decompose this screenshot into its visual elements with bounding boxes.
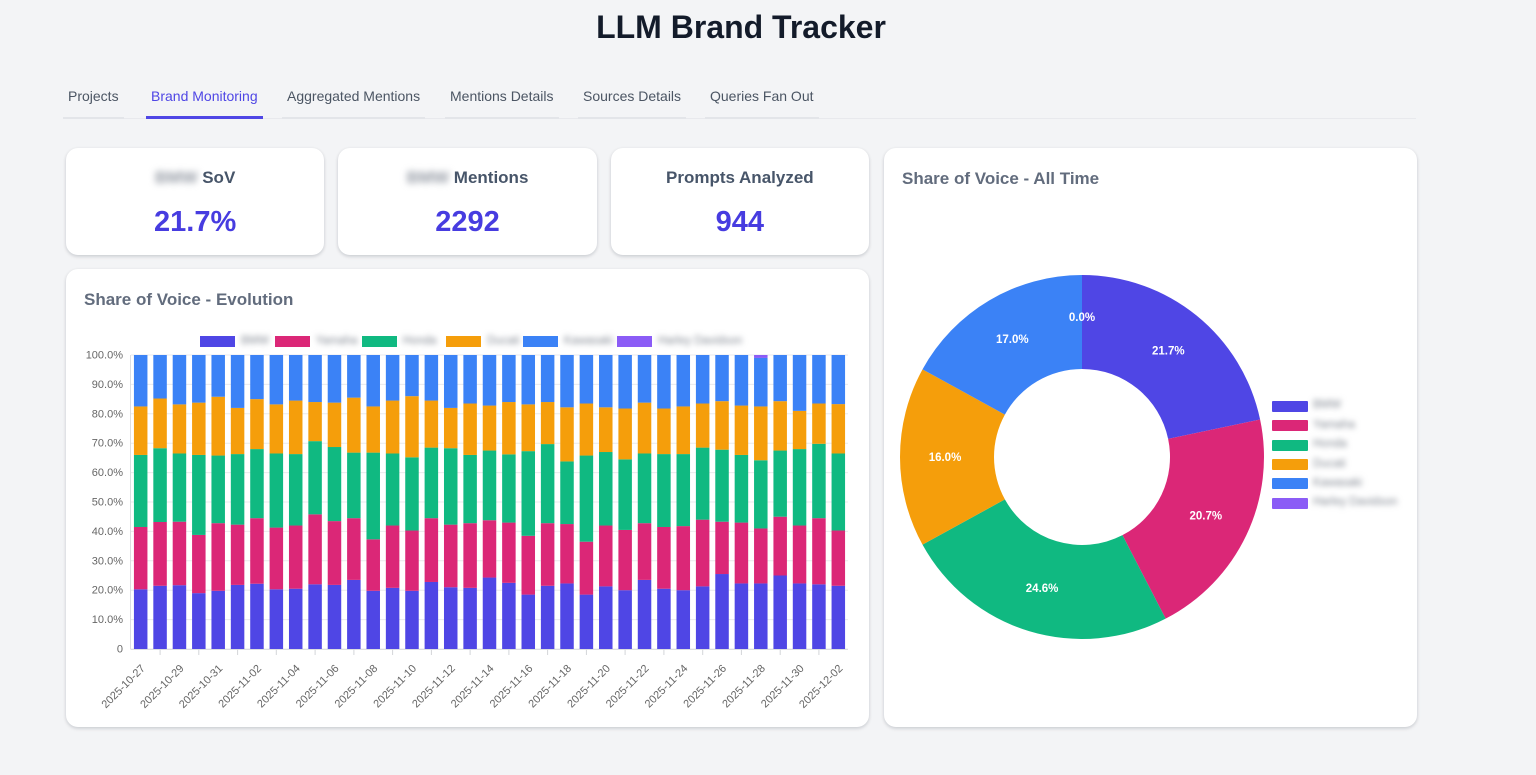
svg-text:100.0%: 100.0% — [86, 350, 124, 362]
svg-text:60.0%: 60.0% — [92, 467, 123, 479]
svg-text:16.0%: 16.0% — [929, 452, 962, 464]
svg-text:0: 0 — [117, 644, 123, 656]
svg-text:0.0%: 0.0% — [1069, 312, 1095, 324]
svg-text:80.0%: 80.0% — [92, 408, 123, 420]
svg-text:30.0%: 30.0% — [92, 555, 123, 567]
svg-text:17.0%: 17.0% — [996, 334, 1029, 346]
svg-text:50.0%: 50.0% — [92, 497, 123, 509]
svg-text:10.0%: 10.0% — [92, 614, 123, 626]
svg-text:70.0%: 70.0% — [92, 438, 123, 450]
svg-text:21.7%: 21.7% — [1152, 346, 1185, 358]
svg-text:24.6%: 24.6% — [1026, 583, 1059, 595]
svg-text:20.0%: 20.0% — [92, 585, 123, 597]
svg-text:90.0%: 90.0% — [92, 379, 123, 391]
svg-text:40.0%: 40.0% — [92, 526, 123, 538]
svg-text:20.7%: 20.7% — [1189, 511, 1222, 523]
